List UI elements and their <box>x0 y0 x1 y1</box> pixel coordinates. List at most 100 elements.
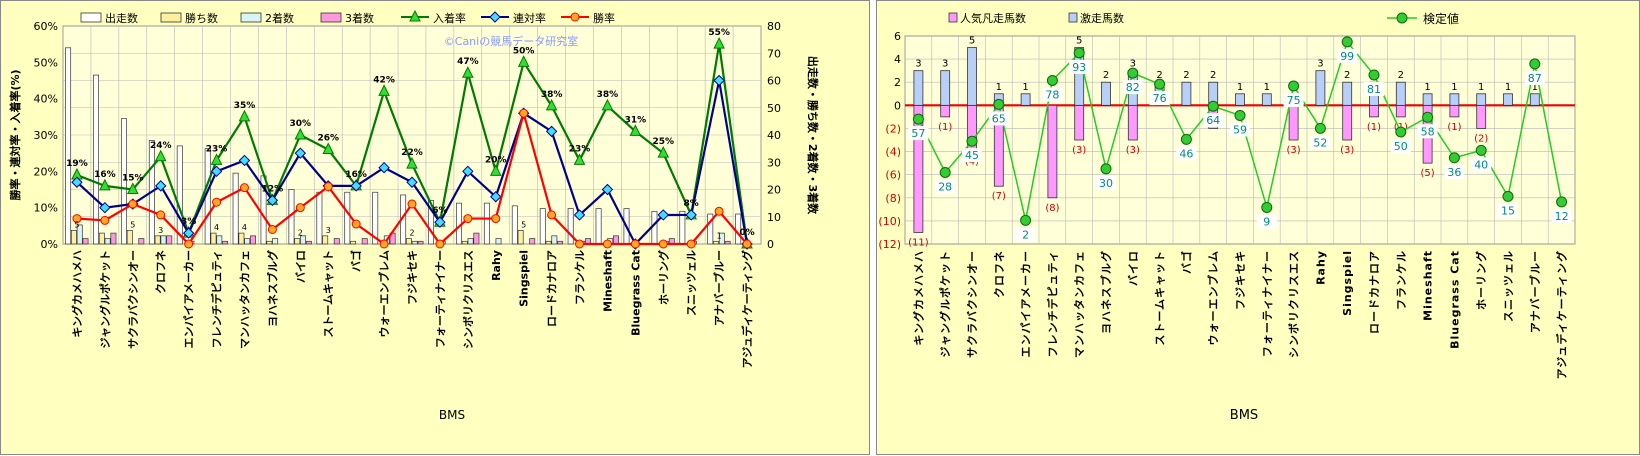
y2-tick-label: 60 <box>767 75 781 88</box>
bar-0 <box>567 208 574 245</box>
data-point-2 <box>714 206 724 216</box>
data-label-rate: 22% <box>401 148 423 158</box>
data-label-rate: 24% <box>150 141 172 151</box>
y-tick-label: (12) <box>878 238 901 251</box>
bar-0 <box>511 205 518 245</box>
x-axis-label: BMS <box>1230 408 1258 423</box>
data-label-bg <box>1524 70 1545 85</box>
x-tick-label: キングカメハメハ <box>70 250 84 338</box>
data-label-rate: 23% <box>569 144 591 154</box>
data-label-score: 82 <box>1126 81 1140 94</box>
y-tick-label: (8) <box>885 192 901 205</box>
y-tick-label: 6 <box>894 30 901 43</box>
legend-label: 入着率 <box>433 11 466 25</box>
data-label-bg <box>1444 164 1465 179</box>
data-point-2 <box>156 210 166 220</box>
data-label-bg <box>1203 113 1224 128</box>
bar-1 <box>238 232 245 245</box>
legend-marker <box>1396 12 1408 24</box>
bar-1 <box>461 240 468 245</box>
data-label-upset: 1 <box>1478 82 1484 93</box>
data-label-bg <box>1230 122 1250 137</box>
legend-label: 出走数 <box>105 11 138 25</box>
y2-tick-label: 20 <box>767 184 781 197</box>
data-label-rate: 19% <box>66 159 88 169</box>
data-point-score <box>939 166 951 178</box>
x-tick-label: フレンチデピュティ <box>1045 250 1059 357</box>
bar-1 <box>154 235 161 245</box>
bar-3 <box>333 238 340 245</box>
data-point-score <box>1502 190 1514 202</box>
x-tick-label: Rahy <box>1314 250 1327 285</box>
bar-upset-run <box>1422 93 1433 106</box>
x-tick-label: ホーリング <box>1474 250 1488 310</box>
bar-1 <box>545 240 552 245</box>
y-tick-label: (10) <box>878 215 901 228</box>
data-point-1 <box>294 147 307 159</box>
data-point-0 <box>210 153 223 165</box>
data-point-2 <box>407 199 417 209</box>
bar-upset-run <box>1020 93 1031 106</box>
data-label-bg <box>1069 59 1090 74</box>
data-label-score: 40 <box>1474 158 1488 171</box>
data-point-2 <box>267 224 277 234</box>
data-point-score <box>993 98 1005 110</box>
x-tick-label: ヨハネスブルグ <box>265 250 279 327</box>
bar-1 <box>517 230 524 245</box>
data-label-score: 58 <box>1421 125 1435 138</box>
bar-upset-run <box>967 47 977 106</box>
bar-0 <box>93 74 99 245</box>
data-label-rate: 38% <box>597 90 619 100</box>
x-tick-label: サクラバクシンオー <box>127 250 140 349</box>
data-label-wins: 4 <box>242 223 247 232</box>
data-label-rate: 26% <box>317 134 339 144</box>
data-point-2 <box>630 239 640 249</box>
data-point-1 <box>462 165 474 178</box>
data-point-score <box>1261 201 1273 213</box>
data-label-poor: (3) <box>1340 145 1354 156</box>
data-label-rate: 0% <box>739 228 754 238</box>
data-point-2 <box>212 197 222 207</box>
data-label-bg <box>1256 214 1277 229</box>
y2-axis-label: 出走数・勝ち数・2着数・3着数 <box>806 56 820 215</box>
y-tick-label: 50% <box>34 56 58 69</box>
data-label-rate: 25% <box>653 137 675 147</box>
legend-swatch <box>240 12 262 23</box>
data-point-2 <box>435 239 445 249</box>
data-point-0 <box>154 149 167 162</box>
data-point-1 <box>406 176 418 188</box>
data-label-score: 75 <box>1287 94 1301 107</box>
data-point-1 <box>350 180 362 192</box>
bar-upset-run <box>1235 93 1245 106</box>
data-label-wins: 3 <box>158 226 163 235</box>
data-point-0 <box>573 153 586 165</box>
bar-3 <box>613 235 619 245</box>
data-label-poor: (1) <box>938 122 952 133</box>
data-point-0 <box>322 142 335 155</box>
data-point-2 <box>351 219 361 229</box>
data-point-2 <box>463 214 473 224</box>
data-label-bg <box>1283 93 1304 107</box>
bar-2 <box>160 235 167 245</box>
data-label-bg <box>1498 203 1518 218</box>
bar-0 <box>65 47 72 245</box>
bar-poor-run <box>1127 104 1138 141</box>
data-label-bg <box>1122 80 1143 95</box>
data-label-rate: 42% <box>373 75 395 85</box>
y-tick-label: 0% <box>41 238 58 251</box>
data-point-2 <box>519 108 529 118</box>
bar-poor-run <box>1288 104 1299 141</box>
legend-label: 勝率 <box>593 11 615 25</box>
data-label-score: 52 <box>1313 136 1327 149</box>
bar-2 <box>467 238 474 245</box>
bar-upset-run <box>1261 93 1272 106</box>
x-tick-label: Bluegrass Cat <box>1448 250 1461 349</box>
bar-0 <box>539 208 546 245</box>
bar-2 <box>244 238 251 245</box>
x-tick-label: クロフネ <box>993 250 1006 298</box>
data-label-upset: 1 <box>1532 82 1538 93</box>
x-tick-label: Mineshaft <box>601 250 614 312</box>
x-tick-label: ホーリング <box>656 250 670 305</box>
data-point-2 <box>575 239 585 249</box>
data-point-2 <box>686 239 696 249</box>
